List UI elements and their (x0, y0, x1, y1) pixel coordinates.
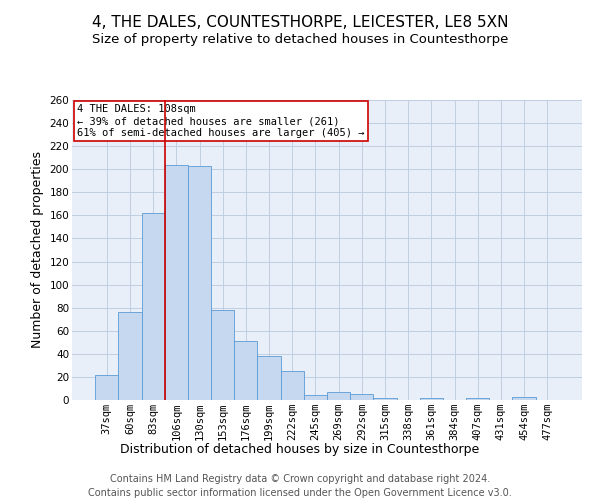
Bar (257, 356, 281, 400)
Bar (350, 394, 373, 400)
Bar (373, 398, 397, 400)
Text: Size of property relative to detached houses in Countesthorpe: Size of property relative to detached ho… (92, 32, 508, 46)
Y-axis label: Number of detached properties: Number of detached properties (31, 152, 44, 348)
Bar (512, 396, 536, 400)
Text: Distribution of detached houses by size in Countesthorpe: Distribution of detached houses by size … (121, 442, 479, 456)
Text: 4 THE DALES: 108sqm
← 39% of detached houses are smaller (261)
61% of semi-detac: 4 THE DALES: 108sqm ← 39% of detached ho… (77, 104, 365, 138)
Bar (304, 396, 327, 400)
Bar (327, 392, 350, 400)
Bar (95, 374, 118, 400)
Bar (118, 312, 142, 400)
Bar (234, 341, 257, 400)
Text: Contains HM Land Registry data © Crown copyright and database right 2024.
Contai: Contains HM Land Registry data © Crown c… (88, 474, 512, 498)
Bar (188, 166, 211, 400)
Bar (142, 213, 165, 400)
Bar (466, 398, 489, 400)
Bar (211, 310, 234, 400)
Bar (281, 371, 304, 400)
Bar (165, 164, 188, 400)
Bar (420, 398, 443, 400)
Text: 4, THE DALES, COUNTESTHORPE, LEICESTER, LE8 5XN: 4, THE DALES, COUNTESTHORPE, LEICESTER, … (92, 15, 508, 30)
